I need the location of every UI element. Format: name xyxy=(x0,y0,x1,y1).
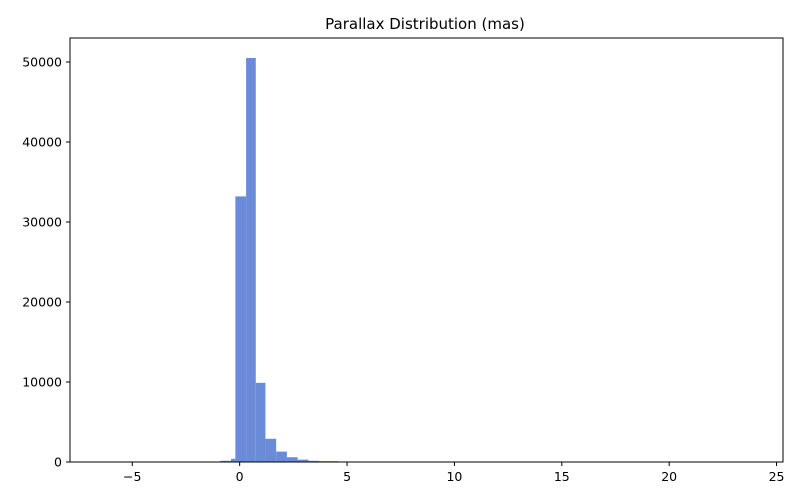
y-tick-label: 10000 xyxy=(22,375,62,390)
histogram-bar-5 xyxy=(246,58,256,462)
histogram-bar-8 xyxy=(276,451,287,462)
histogram-bar-6 xyxy=(255,382,266,462)
x-tick-label: 15 xyxy=(554,469,570,484)
x-tick-label: 10 xyxy=(446,469,462,484)
y-tick-label: 20000 xyxy=(22,295,62,310)
histogram-bar-4 xyxy=(235,196,247,462)
histogram-bar-3 xyxy=(231,458,236,462)
y-tick-label: 40000 xyxy=(22,135,62,150)
histogram-bar-7 xyxy=(265,438,277,462)
y-axis: 0 10000 20000 30000 40000 50000 xyxy=(22,55,70,470)
x-tick-label: 0 xyxy=(236,469,244,484)
y-tick-label: 0 xyxy=(54,455,62,470)
plot-frame xyxy=(69,37,784,463)
histogram-bar-10 xyxy=(297,459,309,462)
x-tick-label: 20 xyxy=(661,469,677,484)
chart-title: Parallax Distribution (mas) xyxy=(325,15,525,33)
y-tick-label: 30000 xyxy=(22,215,62,230)
histogram-bar-9 xyxy=(286,457,298,462)
histogram-bar-2 xyxy=(220,460,232,462)
x-axis: −5 0 5 10 15 20 25 xyxy=(123,462,785,484)
bars-group xyxy=(102,58,756,462)
x-tick-label: 5 xyxy=(343,469,351,484)
histogram-bar-11 xyxy=(308,460,320,462)
y-tick-label: 50000 xyxy=(22,55,62,70)
x-tick-label: −5 xyxy=(123,469,141,484)
x-tick-label: 25 xyxy=(769,469,785,484)
